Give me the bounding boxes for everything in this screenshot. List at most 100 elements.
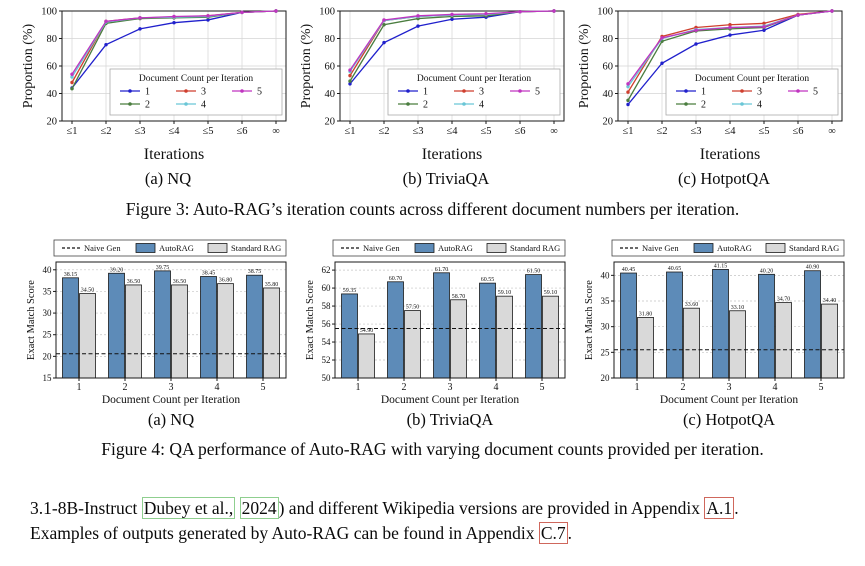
svg-text:40: 40 <box>601 270 611 280</box>
svg-text:36.80: 36.80 <box>219 278 233 284</box>
svg-text:38.75: 38.75 <box>248 269 262 275</box>
body-text: Examples of outputs generated by Auto-RA… <box>30 523 539 544</box>
svg-text:40.20: 40.20 <box>760 268 774 274</box>
fig3-subcaption-hotpotqa: (c) HotpotQA <box>677 169 771 188</box>
svg-text:20: 20 <box>325 117 336 128</box>
svg-text:54: 54 <box>322 337 332 347</box>
svg-text:≤1: ≤1 <box>344 126 355 137</box>
svg-text:Document Count per Iteration: Document Count per Iteration <box>102 394 241 406</box>
svg-text:34.50: 34.50 <box>81 288 95 294</box>
fig4-bar-chart-nq: 38.1534.50139.2036.50239.7536.50338.4536… <box>26 239 287 406</box>
svg-text:2: 2 <box>681 382 686 393</box>
svg-text:∞: ∞ <box>550 126 558 137</box>
svg-text:58.70: 58.70 <box>452 294 466 300</box>
svg-text:≤3: ≤3 <box>412 126 423 137</box>
svg-text:80: 80 <box>603 34 614 45</box>
fig3-subcaption-triviaqa: (b) TriviaQA <box>402 169 490 188</box>
body-text: . <box>734 498 739 518</box>
svg-text:4: 4 <box>479 100 484 111</box>
svg-text:3: 3 <box>757 87 762 98</box>
citation-link-author[interactable]: Dubey et al., <box>141 497 236 519</box>
svg-text:≤1: ≤1 <box>622 126 633 137</box>
svg-text:61.50: 61.50 <box>527 269 541 275</box>
svg-text:20: 20 <box>601 373 611 383</box>
svg-text:≤3: ≤3 <box>134 126 145 137</box>
svg-text:≤4: ≤4 <box>168 126 180 137</box>
svg-text:40: 40 <box>47 89 58 100</box>
body-text: . <box>567 523 573 544</box>
svg-text:4: 4 <box>201 100 206 111</box>
svg-text:5: 5 <box>813 87 818 98</box>
svg-text:Document Count per Iteration: Document Count per Iteration <box>417 74 531 84</box>
svg-text:36.50: 36.50 <box>173 279 187 285</box>
svg-text:57.50: 57.50 <box>406 305 420 311</box>
citation-link-year[interactable]: 2024 <box>239 497 279 519</box>
svg-text:Naive Gen: Naive Gen <box>84 243 121 253</box>
appendix-ref-c7[interactable]: C.7 <box>538 522 568 545</box>
svg-text:60.55: 60.55 <box>481 277 495 283</box>
svg-text:≤6: ≤6 <box>514 126 525 137</box>
svg-text:Document Count per Iteration: Document Count per Iteration <box>695 74 809 84</box>
svg-text:59.10: 59.10 <box>544 290 558 296</box>
svg-text:3: 3 <box>479 87 484 98</box>
svg-text:∞: ∞ <box>828 126 836 137</box>
svg-text:15: 15 <box>43 373 53 383</box>
body-text: ) and different Wikipedia versions are p… <box>278 498 705 518</box>
svg-text:5: 5 <box>261 382 266 393</box>
svg-text:40.45: 40.45 <box>622 267 636 273</box>
svg-text:38.15: 38.15 <box>64 272 78 278</box>
svg-text:≤5: ≤5 <box>758 126 769 137</box>
svg-text:60: 60 <box>603 62 614 73</box>
svg-text:≤6: ≤6 <box>792 126 803 137</box>
svg-text:≤1: ≤1 <box>66 126 77 137</box>
svg-text:60: 60 <box>322 283 332 293</box>
paragraph-line-2: Examples of outputs generated by Auto-RA… <box>30 521 839 546</box>
svg-text:25: 25 <box>601 347 611 357</box>
svg-text:4: 4 <box>494 382 499 393</box>
svg-text:40.65: 40.65 <box>668 266 682 272</box>
svg-text:50: 50 <box>322 373 332 383</box>
svg-text:41.15: 41.15 <box>714 263 728 269</box>
svg-text:Proportion (%): Proportion (%) <box>577 23 592 108</box>
svg-text:3: 3 <box>448 382 453 393</box>
svg-text:33.60: 33.60 <box>685 302 699 308</box>
svg-text:34.40: 34.40 <box>823 298 837 304</box>
svg-text:39.75: 39.75 <box>156 265 170 271</box>
svg-text:5: 5 <box>535 87 540 98</box>
appendix-ref-a1[interactable]: A.1 <box>704 497 735 519</box>
figure3-chart-row: 20 40 60 80 100 ≤1 ≤2 ≤3 ≤4 ≤5 ≤6 ∞ Proportion (%) It… <box>0 0 865 163</box>
fig4-subcaption-hotpotqa: (c) HotpotQA <box>682 410 776 429</box>
svg-text:≤2: ≤2 <box>378 126 389 137</box>
svg-text:59.10: 59.10 <box>498 290 512 296</box>
svg-text:≤4: ≤4 <box>724 126 736 137</box>
svg-text:≤5: ≤5 <box>480 126 491 137</box>
svg-text:5: 5 <box>257 87 262 98</box>
paragraph-line-1: 3.1-8B-Instruct Dubey et al., 2024) and … <box>30 496 839 521</box>
fig3-line-chart-hotpotqa: 20 40 60 80 100 ≤1 ≤2 ≤3 ≤4 ≤5 ≤6 ∞ Proportion (%) It… <box>577 7 843 163</box>
svg-text:Naive Gen: Naive Gen <box>642 243 679 253</box>
figure4-subcaptions: (a) NQ (b) TriviaQA (c) HotpotQA <box>0 410 865 430</box>
fig4-bar-chart-triviaqa: 59.35 54.90 1 60.70 57.50 2 61.70 58.70 3 60.55 59… <box>305 239 566 406</box>
svg-text:56: 56 <box>322 319 332 329</box>
svg-text:35: 35 <box>43 286 53 296</box>
svg-text:≤4: ≤4 <box>446 126 458 137</box>
svg-text:54.90: 54.90 <box>360 328 374 334</box>
svg-text:20: 20 <box>43 351 53 361</box>
svg-text:80: 80 <box>325 34 336 45</box>
body-text: 3.1-8B-Instruct <box>30 498 142 518</box>
svg-text:2: 2 <box>145 100 150 111</box>
svg-text:30: 30 <box>43 308 53 318</box>
svg-text:31.80: 31.80 <box>639 311 653 317</box>
svg-text:AutoRAG: AutoRAG <box>159 243 194 253</box>
fig3-subcaption-nq: (a) NQ <box>144 169 192 188</box>
svg-text:Exact Match Score: Exact Match Score <box>26 280 37 360</box>
svg-text:36.50: 36.50 <box>127 279 141 285</box>
svg-text:1: 1 <box>423 87 428 98</box>
fig3-line-chart-triviaqa: 20 40 60 80 100 ≤1 ≤2 ≤3 ≤4 ≤5 ≤6 ∞ Proportion (%) It… <box>299 7 565 163</box>
svg-text:Document Count per Iteration: Document Count per Iteration <box>139 74 253 84</box>
svg-text:52: 52 <box>322 355 331 365</box>
svg-text:2: 2 <box>701 100 706 111</box>
svg-text:Standard RAG: Standard RAG <box>510 243 560 253</box>
figure4-chart-row: 38.15 34.50 1 39.20 36.50 2 39.75 36.50 3 38.45 36… <box>0 238 865 408</box>
svg-text:≤2: ≤2 <box>100 126 111 137</box>
